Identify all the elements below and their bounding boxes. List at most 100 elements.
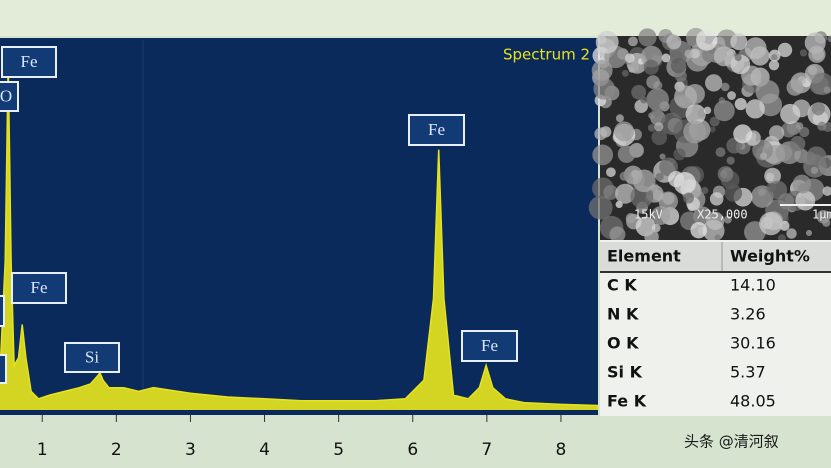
sem-grain <box>717 166 734 182</box>
sem-grain <box>683 120 707 144</box>
sem-grain <box>615 183 636 204</box>
sem-grain <box>651 106 663 118</box>
sem-grain <box>631 84 647 100</box>
sem-grain <box>822 218 831 227</box>
sem-grain <box>780 103 801 125</box>
sem-grain <box>715 147 726 158</box>
annotation: Si <box>85 347 99 366</box>
x-tick-label: 5 <box>333 440 344 460</box>
annotation-box <box>0 81 19 112</box>
sem-grain <box>727 91 736 100</box>
sem-grain <box>726 156 735 165</box>
sem-grain <box>822 186 831 196</box>
sem-grain <box>786 228 797 239</box>
annotation-box <box>64 342 120 373</box>
table-cell: 48.05 <box>730 392 776 411</box>
sem-grain <box>670 57 687 74</box>
table-header: Weight% <box>730 247 810 266</box>
sem-grain <box>758 188 766 196</box>
sem-grain <box>647 124 656 132</box>
x-tick-label: 3 <box>185 440 196 460</box>
sem-grain <box>786 79 804 96</box>
sem-grain <box>690 221 707 239</box>
annotation-box <box>0 354 7 384</box>
sem-grain <box>799 126 810 138</box>
sem-grain <box>790 136 806 152</box>
sem-grain <box>658 191 678 211</box>
annotation: Fe <box>428 120 445 139</box>
sem-grain <box>655 172 664 181</box>
sem-grain <box>659 153 666 160</box>
sem-grain <box>768 60 780 71</box>
sem-grain <box>714 234 721 241</box>
sem-grain <box>765 206 772 213</box>
annotation: Fe <box>21 52 38 71</box>
x-tick-label: 7 <box>481 440 492 460</box>
sem-caption: 15kV <box>634 208 663 222</box>
sem-grain <box>690 48 701 59</box>
sem-grain <box>765 172 775 182</box>
sem-grain <box>615 114 624 123</box>
table-cell: 5.37 <box>730 363 766 382</box>
x-tick-label: 8 <box>556 440 567 460</box>
sem-grain <box>752 139 773 161</box>
sem-grain <box>709 192 724 206</box>
sem-grain <box>654 122 664 132</box>
sem-grain <box>806 146 827 167</box>
sem-grain <box>684 49 694 59</box>
sem-grain <box>817 121 827 131</box>
sem-grain <box>606 167 616 178</box>
sem-grain <box>766 182 777 193</box>
x-tick-label: 6 <box>407 440 418 460</box>
sem-grain <box>696 29 718 51</box>
sem-grain <box>734 53 742 62</box>
watermark: 头条 @清河叙 <box>684 433 779 451</box>
sem-grain <box>646 75 660 89</box>
table-cell: 30.16 <box>730 334 776 353</box>
sem-grain <box>593 78 615 100</box>
sem-grain <box>617 145 636 163</box>
table-cell: Si K <box>607 363 643 382</box>
sem-grain <box>781 122 797 138</box>
sem-grain <box>595 30 619 54</box>
sem-grain <box>827 35 831 43</box>
sem-grain <box>632 169 656 193</box>
annotation: O <box>0 86 12 105</box>
annotation-box <box>408 114 465 146</box>
sem-grain <box>777 193 795 210</box>
spectrum-line <box>0 60 599 407</box>
sem-grain <box>603 184 619 200</box>
sem-grain <box>705 74 723 92</box>
sem-grain <box>759 152 768 160</box>
sem-grain <box>713 100 735 122</box>
sem-grain <box>733 124 753 144</box>
sem-grain <box>638 28 657 47</box>
annotation-box <box>1 46 57 78</box>
sem-grain <box>588 195 613 220</box>
sem-grain <box>651 206 671 225</box>
sem-grain <box>730 33 748 51</box>
sem-grain <box>646 88 669 111</box>
sem-grain <box>811 72 831 96</box>
table-cell: Fe K <box>607 392 647 411</box>
sem-grain <box>673 148 686 161</box>
sem-image: 15kV X25,000 1μm <box>588 27 831 245</box>
sem-grain <box>625 53 635 64</box>
sem-grain <box>640 96 648 104</box>
sem-grain <box>759 211 783 236</box>
table-header-background <box>600 242 831 272</box>
x-tick-label: 2 <box>111 440 122 460</box>
sem-grain <box>720 82 730 92</box>
chart-title: Spectrum 2 <box>503 46 590 64</box>
sem-grain <box>810 166 819 175</box>
sem-caption: 1μm <box>812 208 831 222</box>
table-cell: 14.10 <box>730 276 776 295</box>
sem-grain <box>628 36 638 47</box>
sem-grain <box>808 45 826 63</box>
sem-grain <box>660 112 683 135</box>
sem-grain <box>771 54 778 61</box>
table-cell: 3.26 <box>730 305 766 324</box>
sem-grain <box>755 79 780 104</box>
sem-grain <box>594 127 608 141</box>
